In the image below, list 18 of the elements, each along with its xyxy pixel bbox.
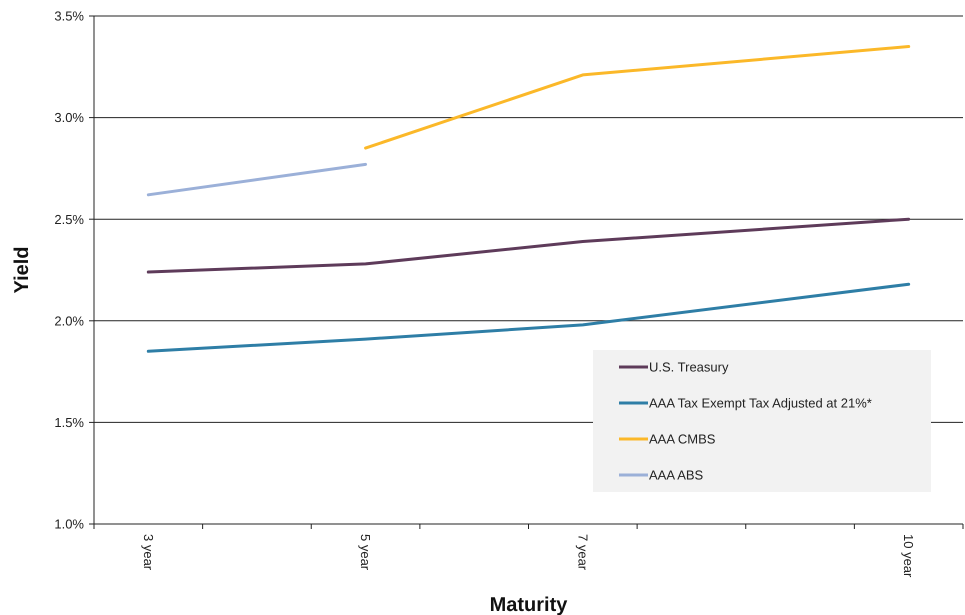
- x-tick-label: 3 year: [140, 534, 156, 571]
- line-series: [146, 282, 910, 353]
- x-tick-label: 7 year: [575, 534, 590, 571]
- y-tick-label: 3.5%: [54, 8, 84, 24]
- legend-label: AAA Tax Exempt Tax Adjusted at 21%*: [649, 396, 872, 411]
- y-tick-label: 3.0%: [54, 110, 84, 126]
- legend-label: AAA CMBS: [649, 432, 716, 447]
- y-tick-label: 2.0%: [54, 313, 84, 328]
- x-axis-title: Maturity: [490, 594, 568, 615]
- y-tick-label: 2.5%: [54, 212, 84, 227]
- y-tick-label: 1.0%: [54, 516, 84, 532]
- x-tick-label: 5 year: [358, 534, 374, 571]
- legend-label: AAA ABS: [649, 468, 704, 483]
- x-tick-label: 10 year: [901, 534, 916, 578]
- legend-label: U.S. Treasury: [649, 360, 729, 375]
- y-axis-title: Yield: [11, 246, 33, 294]
- y-tick-label: 1.5%: [54, 414, 84, 430]
- line-series: [146, 218, 910, 274]
